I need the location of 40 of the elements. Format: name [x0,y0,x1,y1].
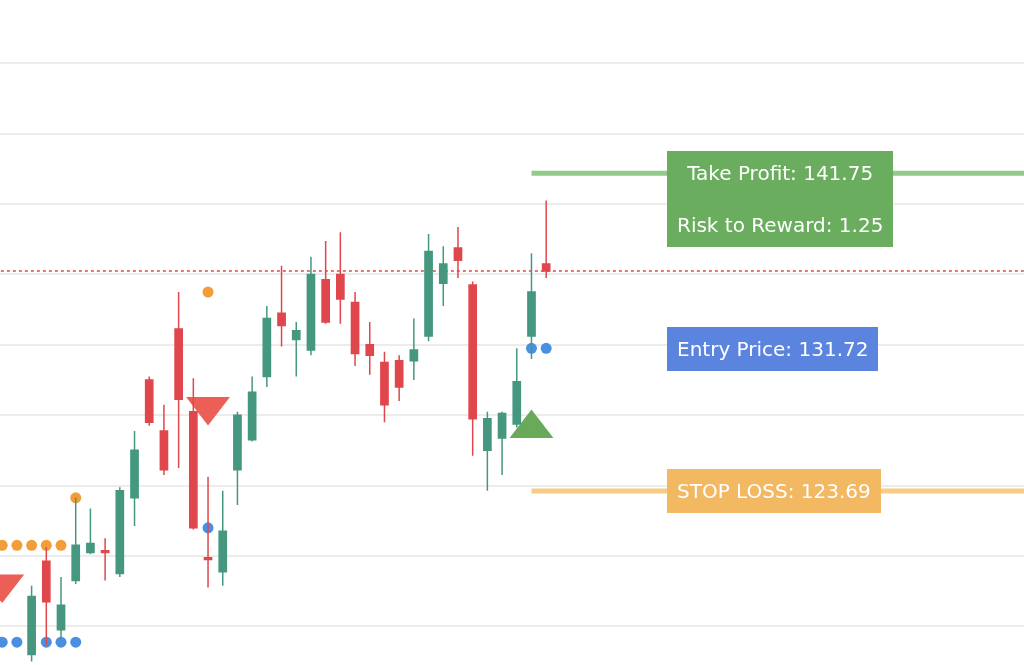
candlestick [247,375,257,443]
point [40,539,52,551]
candlestick [438,245,448,307]
point [11,636,23,648]
candlestick [86,507,95,555]
candlestick [291,321,301,378]
candlestick [497,410,507,476]
ref-line-label: Take Profit: 141.75 [686,161,874,185]
candlestick [27,585,36,663]
point [11,539,23,551]
point [202,286,214,298]
candlestick [130,430,139,527]
candlestick [115,486,125,578]
candlestick [262,305,272,388]
candlestick [512,347,522,429]
point [55,539,67,551]
candlestick [174,291,183,469]
candlestick [409,317,419,381]
candlestick [188,377,198,531]
candlestick [233,410,242,506]
candlestick [483,410,492,492]
point [55,636,67,648]
candlestick [144,375,154,427]
candlestick [100,537,110,582]
text: Entry Price: 131.72 [677,337,869,361]
point [540,342,552,354]
text: Risk to Reward: 1.25 [677,213,884,237]
candlestick [306,256,316,357]
ref-line-label: STOP LOSS: 123.69 [677,479,871,503]
candlestick [380,351,389,423]
candlestick [424,233,433,343]
candlestick [468,280,478,457]
candlestick [218,490,228,587]
candlestick [394,354,404,402]
point [70,636,82,648]
point [70,492,82,504]
candlestick [159,403,169,476]
point [26,539,38,551]
candlestick [365,321,375,376]
candlestick [350,291,360,367]
